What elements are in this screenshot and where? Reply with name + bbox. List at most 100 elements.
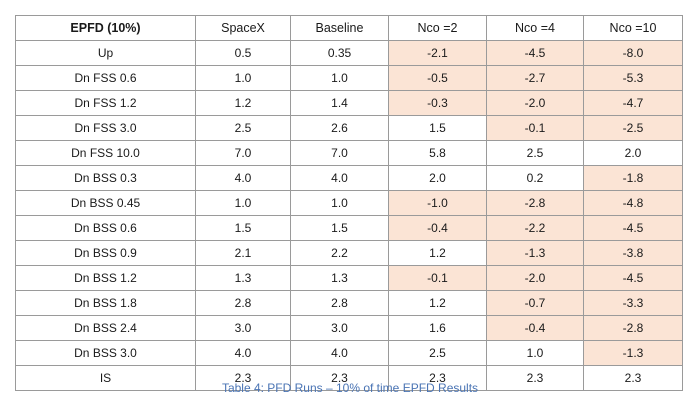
cell-nco-10-value: -1.8 — [583, 165, 683, 191]
cell-row-label: Dn BSS 0.9 — [15, 240, 196, 266]
cell-nco-4-value: -0.7 — [486, 290, 584, 316]
table-row: Dn BSS 0.9 2.1 2.2 1.2 -1.3 -3.8 — [15, 240, 683, 266]
cell-row-label: Dn BSS 1.2 — [15, 265, 196, 291]
cell-nco-2-value: 2.5 — [388, 340, 487, 366]
cell-nco-10-value: -5.3 — [583, 65, 683, 91]
column-header-nco-4: Nco =4 — [486, 15, 584, 41]
cell-nco-10-value: 2.3 — [583, 365, 683, 391]
cell-nco-2-value: -0.3 — [388, 90, 487, 116]
cell-nco-4-value: 2.3 — [486, 365, 584, 391]
cell-nco-10-value: -8.0 — [583, 40, 683, 66]
table-row: Dn BSS 0.6 1.5 1.5 -0.4 -2.2 -4.5 — [15, 215, 683, 241]
cell-spacex-value: 7.0 — [195, 140, 291, 166]
cell-nco-2-value: 2.3 — [388, 365, 487, 391]
cell-baseline-value: 2.2 — [290, 240, 389, 266]
table-row: Dn FSS 1.2 1.2 1.4 -0.3 -2.0 -4.7 — [15, 90, 683, 116]
cell-spacex-value: 1.3 — [195, 265, 291, 291]
cell-baseline-value: 4.0 — [290, 340, 389, 366]
table-row: Dn BSS 1.2 1.3 1.3 -0.1 -2.0 -4.5 — [15, 265, 683, 291]
cell-baseline-value: 1.0 — [290, 65, 389, 91]
cell-row-label: IS — [15, 365, 196, 391]
cell-nco-4-value: -1.3 — [486, 240, 584, 266]
cell-spacex-value: 0.5 — [195, 40, 291, 66]
column-header-spacex: SpaceX — [195, 15, 291, 41]
cell-nco-2-value: 1.5 — [388, 115, 487, 141]
cell-nco-4-value: -2.7 — [486, 65, 584, 91]
cell-nco-2-value: 5.8 — [388, 140, 487, 166]
cell-nco-4-value: -2.0 — [486, 265, 584, 291]
table-row: Dn BSS 2.4 3.0 3.0 1.6 -0.4 -2.8 — [15, 315, 683, 341]
cell-spacex-value: 1.2 — [195, 90, 291, 116]
cell-nco-2-value: -2.1 — [388, 40, 487, 66]
cell-row-label: Dn BSS 2.4 — [15, 315, 196, 341]
cell-row-label: Dn FSS 10.0 — [15, 140, 196, 166]
cell-spacex-value: 1.0 — [195, 65, 291, 91]
cell-nco-10-value: -4.8 — [583, 190, 683, 216]
column-header-nco-2: Nco =2 — [388, 15, 487, 41]
cell-nco-4-value: -2.0 — [486, 90, 584, 116]
table-caption: Table 4: PFD Runs – 10% of time EPFD Res… — [221, 381, 479, 395]
cell-baseline-value: 2.8 — [290, 290, 389, 316]
cell-row-label: Dn BSS 3.0 — [15, 340, 196, 366]
cell-baseline-value: 3.0 — [290, 315, 389, 341]
cell-nco-4-value: -0.1 — [486, 115, 584, 141]
cell-baseline-value: 1.5 — [290, 215, 389, 241]
cell-row-label: Up — [15, 40, 196, 66]
cell-row-label: Dn FSS 3.0 — [15, 115, 196, 141]
cell-nco-2-value: 2.0 — [388, 165, 487, 191]
cell-nco-2-value: -1.0 — [388, 190, 487, 216]
cell-spacex-value: 3.0 — [195, 315, 291, 341]
cell-nco-2-value: -0.5 — [388, 65, 487, 91]
cell-nco-2-value: -0.4 — [388, 215, 487, 241]
cell-spacex-value: 4.0 — [195, 165, 291, 191]
cell-nco-10-value: -3.3 — [583, 290, 683, 316]
cell-spacex-value: 2.8 — [195, 290, 291, 316]
cell-nco-10-value: -1.3 — [583, 340, 683, 366]
table-row: Dn FSS 0.6 1.0 1.0 -0.5 -2.7 -5.3 — [15, 65, 683, 91]
cell-row-label: Dn BSS 0.3 — [15, 165, 196, 191]
cell-nco-10-value: -4.5 — [583, 265, 683, 291]
table-header-row: EPFD (10%) SpaceX Baseline Nco =2 Nco =4… — [15, 15, 683, 41]
cell-baseline-value: 1.4 — [290, 90, 389, 116]
results-table-container: EPFD (10%) SpaceX Baseline Nco =2 Nco =4… — [15, 15, 683, 391]
epfd-results-table: EPFD (10%) SpaceX Baseline Nco =2 Nco =4… — [15, 15, 683, 391]
table-row: Dn FSS 10.0 7.0 7.0 5.8 2.5 2.0 — [15, 140, 683, 166]
column-header-baseline: Baseline — [290, 15, 389, 41]
table-row: Dn BSS 1.8 2.8 2.8 1.2 -0.7 -3.3 — [15, 290, 683, 316]
cell-row-label: Dn FSS 1.2 — [15, 90, 196, 116]
cell-spacex-value: 2.1 — [195, 240, 291, 266]
cell-baseline-value: 1.0 — [290, 190, 389, 216]
table-row: Dn BSS 3.0 4.0 4.0 2.5 1.0 -1.3 — [15, 340, 683, 366]
cell-nco-10-value: -4.7 — [583, 90, 683, 116]
cell-nco-10-value: -2.8 — [583, 315, 683, 341]
column-header-epfd: EPFD (10%) — [15, 15, 196, 41]
cell-spacex-value: 2.5 — [195, 115, 291, 141]
cell-nco-2-value: 1.6 — [388, 315, 487, 341]
table-row: Up 0.5 0.35 -2.1 -4.5 -8.0 — [15, 40, 683, 66]
cell-baseline-value: 2.6 — [290, 115, 389, 141]
cell-nco-10-value: -2.5 — [583, 115, 683, 141]
cell-spacex-value: 1.0 — [195, 190, 291, 216]
cell-row-label: Dn FSS 0.6 — [15, 65, 196, 91]
table-row: IS 2.3 2.3 2.3 2.3 2.3 — [15, 365, 683, 391]
cell-spacex-value: 1.5 — [195, 215, 291, 241]
cell-row-label: Dn BSS 0.45 — [15, 190, 196, 216]
cell-nco-2-value: -0.1 — [388, 265, 487, 291]
cell-baseline-value: 7.0 — [290, 140, 389, 166]
cell-nco-4-value: 0.2 — [486, 165, 584, 191]
table-row: Dn BSS 0.3 4.0 4.0 2.0 0.2 -1.8 — [15, 165, 683, 191]
cell-nco-4-value: -4.5 — [486, 40, 584, 66]
cell-nco-10-value: -3.8 — [583, 240, 683, 266]
cell-nco-4-value: -2.8 — [486, 190, 584, 216]
cell-nco-2-value: 1.2 — [388, 290, 487, 316]
table-row: Dn BSS 0.45 1.0 1.0 -1.0 -2.8 -4.8 — [15, 190, 683, 216]
cell-spacex-value: 4.0 — [195, 340, 291, 366]
table-row: Dn FSS 3.0 2.5 2.6 1.5 -0.1 -2.5 — [15, 115, 683, 141]
cell-nco-10-value: 2.0 — [583, 140, 683, 166]
cell-baseline-value: 1.3 — [290, 265, 389, 291]
cell-baseline-value: 0.35 — [290, 40, 389, 66]
cell-nco-4-value: -2.2 — [486, 215, 584, 241]
cell-nco-4-value: 2.5 — [486, 140, 584, 166]
cell-baseline-value: 4.0 — [290, 165, 389, 191]
column-header-nco-10: Nco =10 — [583, 15, 683, 41]
